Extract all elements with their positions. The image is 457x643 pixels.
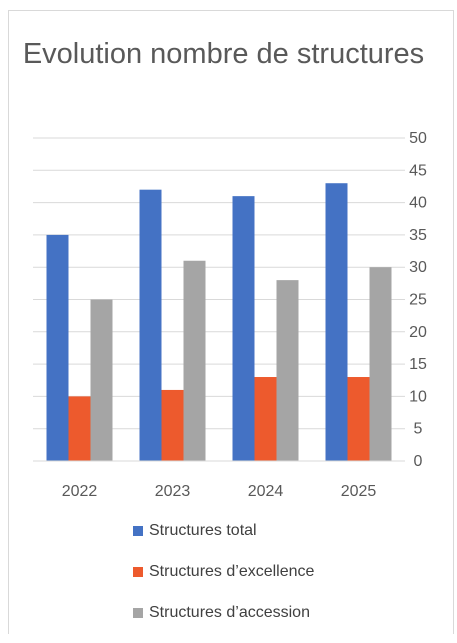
bar-structures-total-2025 — [325, 183, 348, 461]
x-tick-label: 2023 — [155, 483, 191, 500]
y-tick-label: 20 — [409, 324, 427, 341]
bar-structures-d-excellence-2024 — [254, 377, 277, 461]
legend-item-accession: Structures d’accession — [133, 602, 314, 643]
legend-label-total: Structures total — [149, 522, 257, 539]
legend-swatch-accession — [133, 608, 143, 618]
bar-structures-total-2023 — [139, 189, 162, 461]
bar-structures-d-accession-2024 — [276, 280, 299, 461]
legend-item-excellence: Structures d’excellence — [133, 561, 314, 602]
x-tick-label: 2025 — [341, 483, 377, 500]
bar-structures-d-excellence-2025 — [347, 377, 370, 461]
bar-structures-d-excellence-2023 — [161, 389, 184, 461]
legend-label-excellence: Structures d’excellence — [149, 563, 315, 580]
legend-label-accession: Structures d’accession — [149, 604, 310, 621]
y-tick-label: 0 — [414, 453, 423, 470]
y-tick-label: 10 — [409, 388, 427, 405]
chart-title: Evolution nombre de structures — [0, 34, 447, 75]
y-tick-label: 15 — [409, 356, 427, 373]
bar-structures-d-accession-2023 — [183, 260, 206, 461]
y-tick-label: 25 — [409, 292, 427, 309]
bar-structures-total-2022 — [46, 234, 69, 461]
x-tick-label: 2024 — [248, 483, 284, 500]
bar-structures-d-accession-2025 — [369, 267, 392, 461]
legend-swatch-total — [133, 526, 143, 536]
y-tick-label: 50 — [409, 130, 427, 147]
chart-legend: Structures total Structures d’excellence… — [133, 520, 314, 643]
bar-structures-total-2024 — [232, 196, 255, 461]
bar-structures-d-excellence-2022 — [68, 396, 91, 461]
legend-item-total: Structures total — [133, 520, 314, 561]
y-tick-label: 35 — [409, 227, 427, 244]
bar-structures-d-accession-2022 — [90, 299, 113, 461]
x-tick-label: 2022 — [62, 483, 98, 500]
legend-swatch-excellence — [133, 567, 143, 577]
chart-title-text: Evolution nombre de structures — [22, 38, 425, 70]
y-tick-label: 45 — [409, 162, 427, 179]
y-tick-label: 30 — [409, 259, 427, 276]
y-tick-label: 5 — [414, 421, 423, 438]
y-tick-label: 40 — [409, 195, 427, 212]
